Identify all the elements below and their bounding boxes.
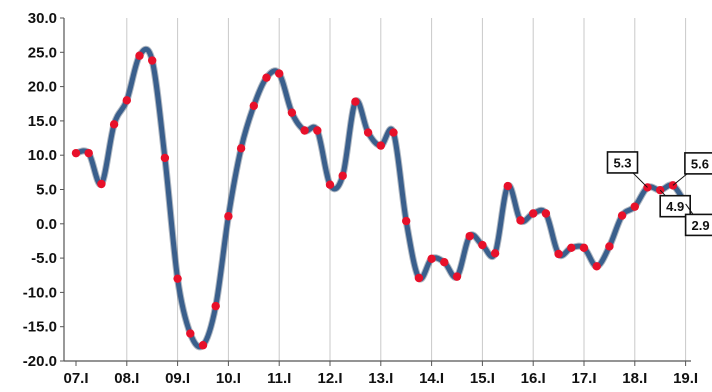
data-label-box — [684, 213, 712, 237]
data-point — [122, 96, 131, 105]
data-point — [325, 180, 335, 189]
x-tick-label: 12.I — [317, 370, 342, 387]
data-point — [109, 120, 119, 129]
data-point — [465, 231, 474, 241]
x-tick-label: 14.I — [419, 370, 444, 387]
data-point — [503, 181, 512, 191]
data-point — [173, 274, 182, 283]
y-tick-label: -20.0 — [23, 353, 57, 370]
data-point — [262, 73, 271, 82]
data-point — [389, 128, 398, 137]
y-tick-label: 5.0 — [36, 182, 57, 199]
data-point — [541, 209, 551, 218]
data-point — [554, 249, 563, 259]
data-label-box — [659, 194, 692, 218]
y-tick-label: -5.0 — [31, 250, 57, 267]
data-point — [363, 128, 373, 137]
data-point — [135, 51, 144, 60]
data-label: 4.9 — [666, 199, 684, 214]
y-tick-label: 30.0 — [28, 10, 57, 27]
data-point — [160, 153, 170, 163]
data-point — [440, 258, 449, 267]
data-labels: 5.3 4.9 5.6 2.9 — [606, 151, 712, 237]
data-point — [567, 243, 576, 253]
y-axis-tick-labels: 30.0 25.0 20.0 15.0 10.0 5.0 0.0 -5.0 -10.0 -15.0… — [23, 10, 57, 370]
data-point — [376, 141, 385, 150]
data-point — [148, 56, 157, 65]
data-point — [617, 211, 627, 220]
data-point — [478, 240, 487, 250]
data-point — [351, 97, 360, 106]
data-label: 5.3 — [613, 155, 631, 170]
data-label-box — [684, 152, 712, 175]
data-point — [313, 126, 322, 135]
x-tick-label: 19.I — [673, 370, 698, 387]
data-label: 2.9 — [692, 218, 710, 233]
x-tick-label: 13.I — [368, 370, 393, 387]
y-tick-label: 0.0 — [36, 216, 57, 233]
x-tick-label: 16.I — [521, 370, 546, 387]
data-point — [84, 148, 93, 158]
data-point — [592, 262, 601, 271]
data-point — [579, 243, 589, 253]
y-tick-label: 20.0 — [28, 79, 57, 96]
data-point — [427, 254, 436, 263]
y-tick-label: -10.0 — [23, 284, 57, 301]
y-tick-label: 25.0 — [28, 44, 57, 61]
x-tick-label: 18.I — [622, 370, 647, 387]
y-tick-label: 10.0 — [28, 147, 57, 164]
data-point — [71, 148, 81, 158]
data-point — [224, 212, 233, 221]
data-point — [402, 216, 411, 226]
x-tick-label: 07.I — [63, 370, 88, 387]
data-point — [414, 273, 424, 283]
data-point — [236, 144, 246, 153]
data-point — [287, 108, 297, 117]
axes — [60, 17, 691, 366]
y-tick-label: -15.0 — [23, 319, 57, 336]
x-axis-tick-labels: 07.I 08.I 09.I 10.I 11.I 12.I 13.I 14.I 15.I 16.I… — [63, 370, 698, 387]
data-point — [452, 272, 462, 281]
data-point — [249, 101, 258, 111]
data-point — [186, 329, 195, 338]
x-tick-label: 09.I — [165, 370, 190, 387]
x-tick-label: 10.I — [216, 370, 241, 387]
x-tick-label: 08.I — [114, 370, 139, 387]
x-tick-label: 17.I — [571, 370, 596, 387]
data-label: 5.6 — [691, 156, 709, 171]
data-point — [529, 209, 538, 218]
data-label-box — [606, 151, 639, 174]
data-point — [97, 179, 106, 189]
data-point — [605, 242, 614, 251]
data-point — [516, 216, 525, 225]
data-point — [198, 341, 208, 350]
data-point — [300, 126, 309, 135]
data-point — [275, 69, 284, 78]
gridlines — [126, 18, 687, 361]
data-point — [490, 249, 500, 258]
data-point — [338, 171, 347, 180]
data-point — [211, 301, 220, 311]
x-tick-label: 15.I — [470, 370, 495, 387]
y-tick-label: 15.0 — [28, 113, 57, 130]
x-tick-label: 11.I — [267, 370, 291, 387]
data-point — [630, 202, 639, 211]
